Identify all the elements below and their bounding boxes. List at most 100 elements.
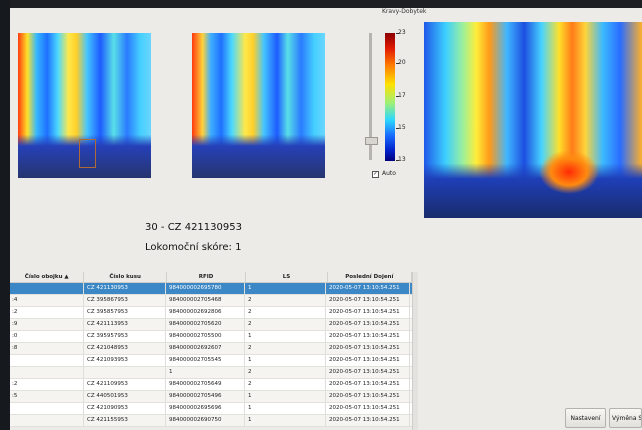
table-cell: CZ 421090953 [84, 403, 166, 414]
colorbar-tick [396, 160, 399, 161]
settings-button[interactable]: Nastavení [565, 408, 606, 428]
app-window: Kravy-Dobytek 23 20 17 15 13 ✓ Auto 30 - CZ … [10, 0, 642, 430]
column-header[interactable]: RFID [167, 272, 247, 282]
table-cell: :8 [10, 343, 84, 354]
table-cell: 1 [245, 355, 326, 366]
column-header[interactable]: Číslo kusu [84, 272, 167, 282]
table-header: Číslo obojku ▲ Číslo kusu RFID LS Poslední D… [10, 272, 412, 283]
table-cell: 1 [245, 403, 326, 414]
table-row[interactable]: CZ 421093953 984000002705545 1 2020-05-07 1… [10, 355, 412, 367]
table-cell: 984000002705500 [166, 331, 245, 342]
table-cell: CZ 421130953 [84, 283, 166, 294]
table-cell: 2020-05-07 13:10:54.251 [326, 415, 410, 426]
table-row[interactable]: :2 CZ 421109953 984000002705649 2 2020-05-07… [10, 379, 412, 391]
colorbar-tick [396, 96, 399, 97]
table-row[interactable]: :0 CZ 395957953 984000002705500 1 2020-05-07… [10, 331, 412, 343]
cow-table: Číslo obojku ▲ Číslo kusu RFID LS Poslední D… [10, 272, 412, 427]
table-cell: 2020-05-07 13:10:54.251 [326, 283, 410, 294]
colorbar-tick-label: 20 [398, 59, 406, 66]
window-top-strip [10, 0, 642, 8]
table-cell: 2020-05-07 13:10:54.251 [326, 391, 410, 402]
table-row[interactable]: :2 CZ 395857953 984000002692806 2 2020-05-07… [10, 307, 412, 319]
table-cell: 984000002705496 [166, 391, 245, 402]
table-cell: 2 [245, 343, 326, 354]
table-row[interactable]: :5 CZ 440501953 984000002705496 1 2020-05-07… [10, 391, 412, 403]
table-cell: 984000002692607 [166, 343, 245, 354]
table-cell [10, 367, 84, 378]
table-cell [10, 355, 84, 366]
table-cell [10, 283, 84, 294]
table-cell: 984000002690750 [166, 415, 245, 426]
table-cell: 2 [245, 379, 326, 390]
table-row[interactable]: :9 CZ 421113953 984000002705620 2 2020-05-07… [10, 319, 412, 331]
table-cell: CZ 395857953 [84, 307, 166, 318]
table-row[interactable]: 1 2 2020-05-07 13:10:54.251 [10, 367, 412, 379]
table-cell: 2020-05-07 13:10:54.251 [326, 295, 410, 306]
table-row[interactable]: :8 CZ 421048953 984000002692607 2 2020-05-07… [10, 343, 412, 355]
table-cell: 2 [245, 367, 326, 378]
table-cell: 2 [245, 307, 326, 318]
table-scrollbar[interactable] [412, 272, 418, 430]
table-cell: CZ 395957953 [84, 331, 166, 342]
table-cell: CZ 421113953 [84, 319, 166, 330]
table-cell: 2 [245, 295, 326, 306]
table-cell: 984000002705545 [166, 355, 245, 366]
window-title: Kravy-Dobytek [382, 8, 427, 15]
table-cell: CZ 421155953 [84, 415, 166, 426]
table-cell: 2 [245, 319, 326, 330]
table-cell [10, 415, 84, 426]
table-row[interactable]: CZ 421155953 984000002690750 1 2020-05-07 1… [10, 415, 412, 427]
thermal-image-left [18, 33, 151, 178]
auto-label: Auto [382, 170, 396, 177]
range-slider-track[interactable] [369, 33, 372, 160]
roi-box-left [79, 139, 96, 168]
export-button[interactable]: Výměna St [609, 408, 642, 428]
table-cell: 2020-05-07 13:10:54.251 [326, 367, 410, 378]
table-cell: 2020-05-07 13:10:54.251 [326, 355, 410, 366]
table-cell: 1 [245, 283, 326, 294]
table-cell: :5 [10, 391, 84, 402]
colorbar-tick [396, 128, 399, 129]
table-cell: 1 [245, 331, 326, 342]
table-cell: 2020-05-07 13:10:54.251 [326, 379, 410, 390]
table-cell: CZ 421109953 [84, 379, 166, 390]
table-row[interactable]: CZ 421090953 984000002695696 1 2020-05-07 1… [10, 403, 412, 415]
table-row[interactable]: CZ 421130953 984000002695780 1 2020-05-07 1… [10, 283, 412, 295]
table-cell: 1 [166, 367, 245, 378]
table-cell [10, 403, 84, 414]
table-body: CZ 421130953 984000002695780 1 2020-05-07 1… [10, 283, 412, 427]
colorbar-tick-label: 13 [398, 156, 406, 163]
table-cell: 984000002705649 [166, 379, 245, 390]
table-cell: 2020-05-07 13:10:54.251 [326, 319, 410, 330]
colorbar-tick [396, 33, 399, 34]
column-header[interactable]: Číslo obojku ▲ [10, 272, 85, 282]
table-cell: CZ 421048953 [84, 343, 166, 354]
auto-checkbox[interactable]: ✓ [372, 171, 379, 178]
table-cell: 2020-05-07 13:10:54.251 [326, 331, 410, 342]
table-cell: CZ 440501953 [84, 391, 166, 402]
table-cell: :0 [10, 331, 84, 342]
table-cell: 1 [245, 391, 326, 402]
colorbar-tick-label: 17 [398, 92, 406, 99]
column-header[interactable]: Poslední Dojení [328, 272, 412, 282]
table-cell: 984000002705468 [166, 295, 245, 306]
temperature-colorbar [385, 33, 395, 161]
table-cell: 984000002695696 [166, 403, 245, 414]
table-cell [84, 367, 166, 378]
colorbar-tick-label: 15 [398, 124, 406, 131]
table-row[interactable]: :4 CZ 395867953 984000002705468 2 2020-05-07… [10, 295, 412, 307]
cow-title: 30 - CZ 421130953 [145, 222, 242, 233]
thermal-image-large [424, 22, 642, 218]
locomotion-score: Lokomoční skóre: 1 [145, 242, 242, 253]
thermal-image-middle [192, 33, 325, 178]
table-cell: 1 [245, 415, 326, 426]
table-cell: :4 [10, 295, 84, 306]
colorbar-tick [396, 63, 399, 64]
column-header[interactable]: LS [246, 272, 328, 282]
range-slider-handle[interactable] [365, 137, 378, 145]
table-cell: CZ 421093953 [84, 355, 166, 366]
table-cell: 984000002705620 [166, 319, 245, 330]
table-cell: 984000002692806 [166, 307, 245, 318]
colorbar-tick-label: 23 [398, 29, 406, 36]
table-cell: :9 [10, 319, 84, 330]
